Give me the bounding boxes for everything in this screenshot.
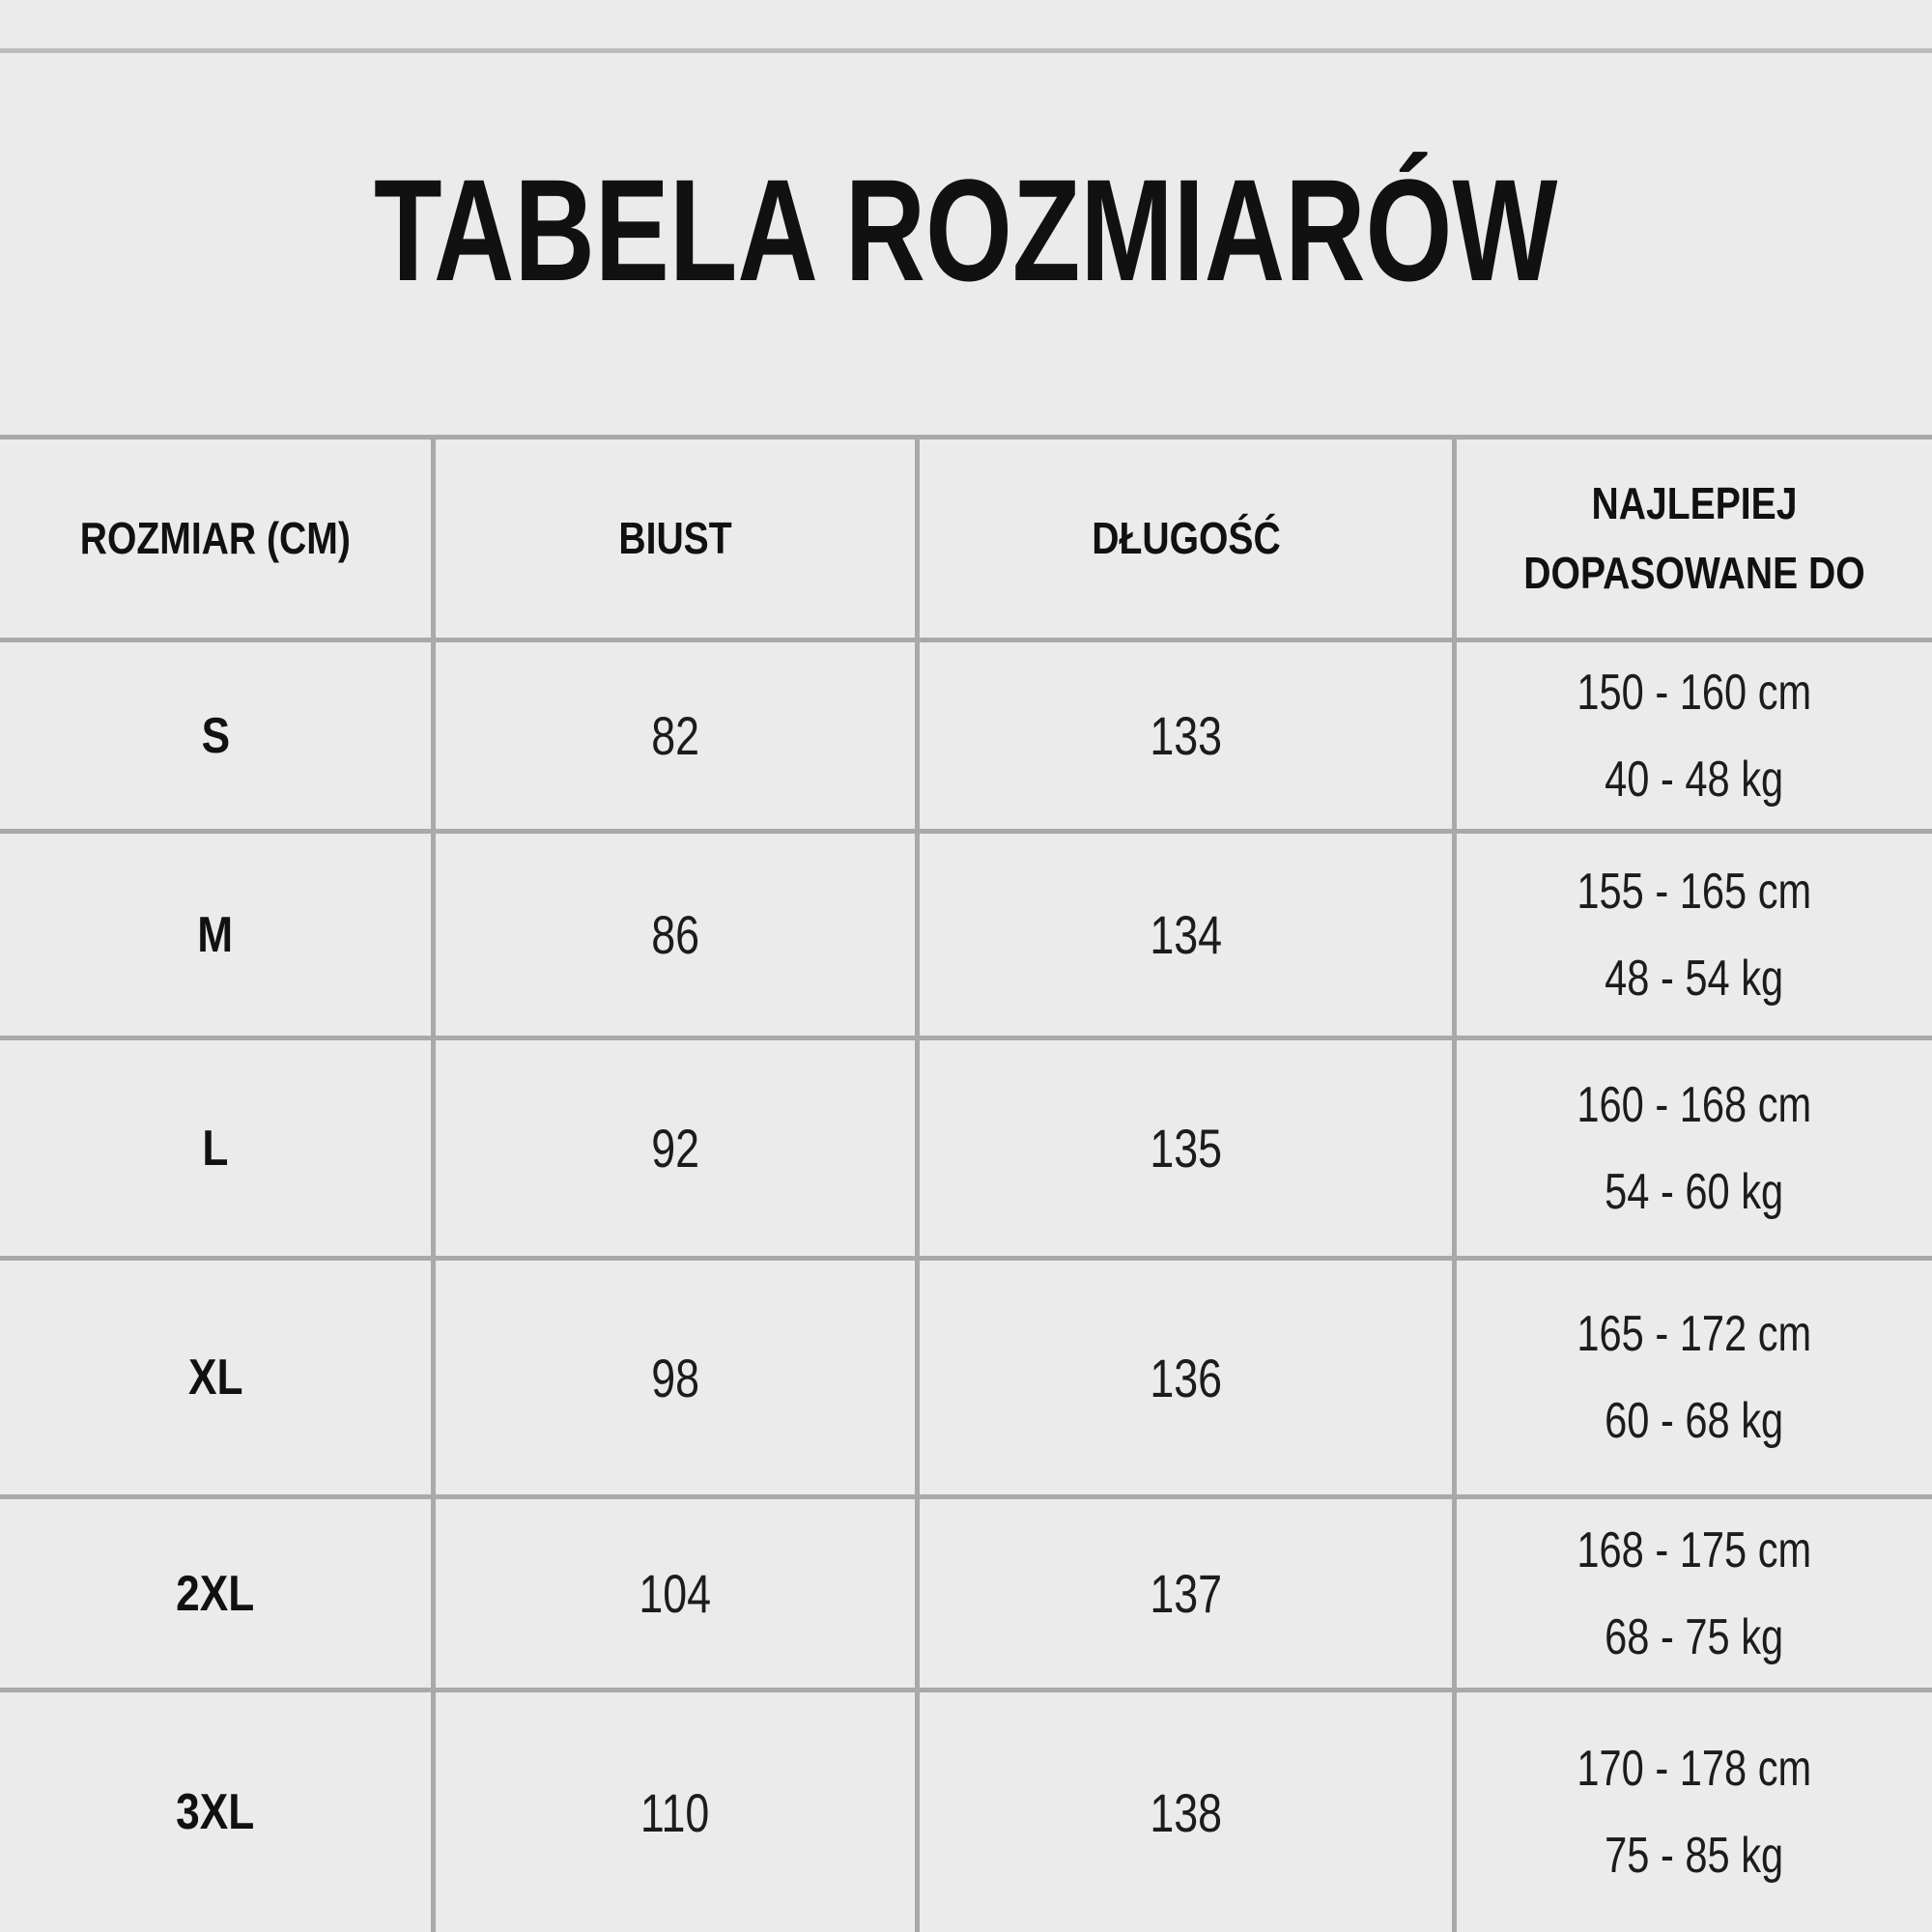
table-row-m-length: 134 xyxy=(920,834,1457,1040)
table-row-2xl-size: 2XL xyxy=(0,1499,436,1692)
table-row-l-fit: 160 - 168 cm 54 - 60 kg xyxy=(1457,1040,1932,1261)
column-header-biust: BIUST xyxy=(436,440,920,642)
table-row-s-length: 133 xyxy=(920,642,1457,834)
table-row-xl-size: XL xyxy=(0,1261,436,1499)
table-row-l-bust: 92 xyxy=(436,1040,920,1261)
table-row-s-fit: 150 - 160 cm 40 - 48 kg xyxy=(1457,642,1932,834)
table-row-2xl-length: 137 xyxy=(920,1499,1457,1692)
page-title: TABELA ROZMIARÓW xyxy=(0,157,1932,302)
column-header-najlepiej-dopasowane: NAJLEPIEJ DOPASOWANE DO xyxy=(1457,440,1932,642)
page-title-text: TABELA ROZMIARÓW xyxy=(374,149,1558,311)
table-row-s-size: S xyxy=(0,642,436,834)
size-table: ROZMIAR (CM) BIUST DŁUGOŚĆ NAJLEPIEJ DOP… xyxy=(0,435,1932,1932)
table-row-2xl-fit: 168 - 175 cm 68 - 75 kg xyxy=(1457,1499,1932,1692)
table-row-m-fit: 155 - 165 cm 48 - 54 kg xyxy=(1457,834,1932,1040)
table-row-xl-bust: 98 xyxy=(436,1261,920,1499)
table-row-3xl-length: 138 xyxy=(920,1692,1457,1932)
table-row-l-length: 135 xyxy=(920,1040,1457,1261)
table-row-m-size: M xyxy=(0,834,436,1040)
table-row-2xl-bust: 104 xyxy=(436,1499,920,1692)
table-row-xl-fit: 165 - 172 cm 60 - 68 kg xyxy=(1457,1261,1932,1499)
top-divider-line xyxy=(0,48,1932,53)
table-row-3xl-size: 3XL xyxy=(0,1692,436,1932)
table-row-m-bust: 86 xyxy=(436,834,920,1040)
table-row-xl-length: 136 xyxy=(920,1261,1457,1499)
column-header-rozmiar: ROZMIAR (CM) xyxy=(0,440,436,642)
table-row-3xl-bust: 110 xyxy=(436,1692,920,1932)
table-row-s-bust: 82 xyxy=(436,642,920,834)
table-row-l-size: L xyxy=(0,1040,436,1261)
table-row-3xl-fit: 170 - 178 cm 75 - 85 kg xyxy=(1577,1741,1812,1884)
column-header-dlugosc: DŁUGOŚĆ xyxy=(920,440,1457,642)
